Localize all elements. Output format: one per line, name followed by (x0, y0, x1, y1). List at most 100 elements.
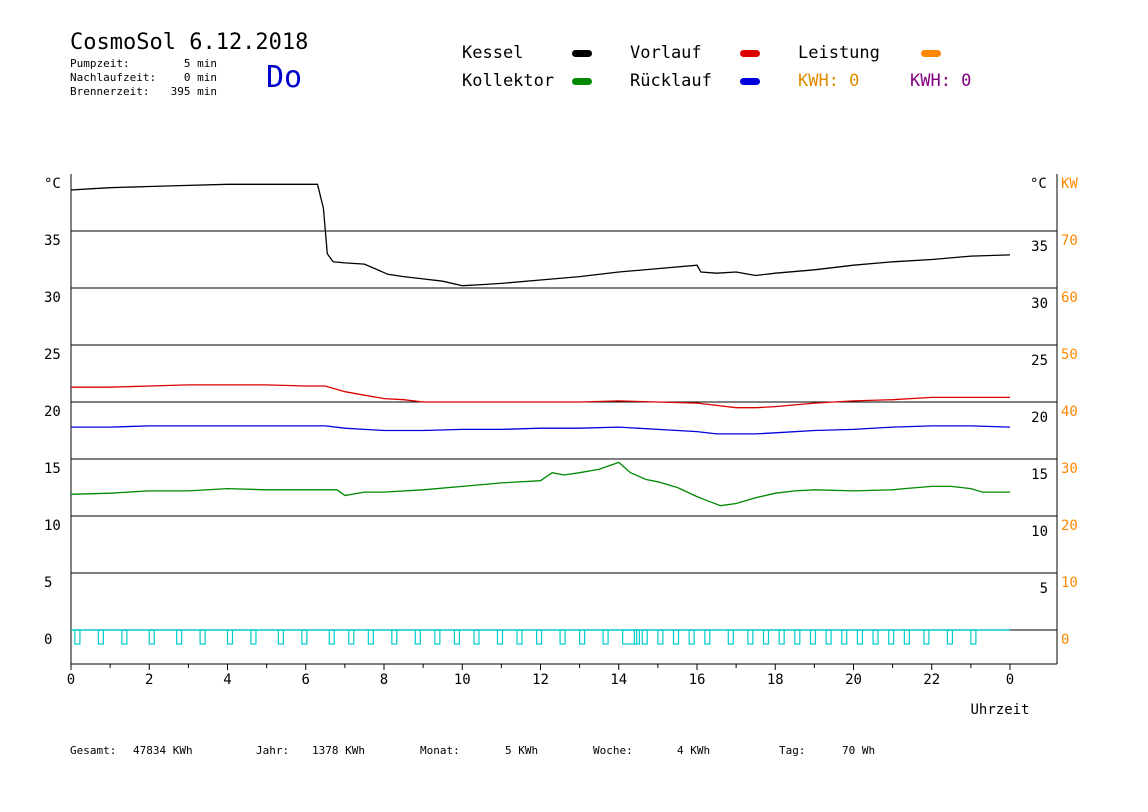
y-unit-kw: KW (1061, 176, 1078, 192)
y-tick-label-left: 15 (44, 461, 61, 477)
y-tick-label-left: 25 (44, 347, 61, 363)
y-tick-label-right: 10 (1031, 524, 1048, 540)
pump-pulse (328, 629, 335, 645)
pump-pulse (672, 629, 680, 645)
legend-swatch-kollektor (572, 78, 592, 85)
pump-pulse (176, 629, 183, 645)
pump-pulse (97, 629, 104, 645)
y-tick-label-kw: 70 (1061, 233, 1078, 249)
legend-label-vorlauf: Vorlauf (630, 43, 702, 63)
y-tick-label-left: 5 (44, 575, 52, 591)
legend-label-ruecklauf: Rücklauf (630, 71, 712, 91)
pump-pulse (872, 629, 879, 645)
y-tick-label-kw: 30 (1061, 461, 1078, 477)
pump-pulse (794, 629, 801, 645)
page-title: CosmoSol 6.12.2018 (70, 30, 309, 55)
legend-label-leistung: Leistung (798, 43, 880, 63)
pump-pulse (778, 629, 785, 645)
pump-pulse (391, 629, 398, 645)
pump-pulse (226, 629, 234, 645)
month-label: Monat: (420, 744, 460, 757)
x-tick-label: 14 (610, 672, 627, 688)
series-line-kollektor (70, 461, 1010, 507)
pump-pulse (74, 629, 81, 645)
legend-swatch-kessel (572, 50, 592, 57)
x-tick-label: 6 (302, 672, 310, 688)
y-tick-label-right: 25 (1031, 353, 1048, 369)
pump-pulse (747, 629, 754, 645)
afterrun-time-label: Nachlaufzeit: (70, 71, 157, 84)
series-line-kessel (70, 183, 1011, 287)
y-tick-label-left: 35 (44, 233, 61, 249)
pump-pulse (148, 629, 155, 645)
pump-pulse (348, 629, 355, 645)
pump-time-label: Pumpzeit: (70, 57, 130, 70)
y-unit-left: °C (44, 176, 61, 192)
series-line-rücklauf (71, 425, 1011, 435)
x-tick-label: 4 (223, 672, 231, 688)
y-tick-label-left: 30 (44, 290, 61, 306)
week-value: 4 KWh (677, 744, 711, 757)
pump-pulse (633, 629, 641, 645)
y-tick-label-kw: 0 (1061, 632, 1069, 648)
y-tick-label-left: 0 (44, 632, 52, 648)
pump-pulse (535, 629, 543, 645)
total-value: 47834 KWh (133, 744, 193, 757)
pump-pulse (199, 629, 206, 645)
pump-pulse (516, 629, 523, 645)
x-tick-label: 20 (845, 672, 862, 688)
pump-pulse (473, 629, 480, 645)
y-tick-label-left: 20 (44, 404, 61, 420)
pump-pulse (727, 629, 734, 645)
x-tick-label: 0 (1006, 672, 1014, 688)
pump-pulse (809, 629, 817, 645)
pump-pulse (841, 629, 848, 645)
y-tick-label-left: 10 (44, 518, 61, 534)
day-total-label: Tag: (779, 744, 806, 757)
year-value: 1378 KWh (312, 744, 365, 757)
burner-time-value: 395 min (170, 85, 217, 98)
pump-pulse (946, 629, 954, 645)
pump-pulse (657, 629, 664, 645)
y-tick-label-right: 20 (1031, 410, 1048, 426)
pump-pulse (856, 629, 864, 645)
day-total-value: 70 Wh (842, 744, 876, 757)
pump-pulse (704, 629, 711, 645)
pump-pulse (496, 629, 504, 645)
burner-time-label: Brennerzeit: (70, 85, 150, 98)
weekday-label: Do (266, 60, 303, 95)
pump-pulse (277, 629, 284, 645)
pump-pulse (762, 629, 770, 645)
pump-pulse (970, 629, 977, 645)
x-tick-label: 8 (380, 672, 388, 688)
x-axis-title: Uhrzeit (970, 702, 1029, 718)
pump-pulse (121, 629, 128, 645)
pump-pulse (434, 629, 441, 645)
pump-pulse (301, 629, 308, 645)
kwh-secondary-value: KWH: 0 (910, 71, 972, 91)
y-tick-label-right: 30 (1031, 296, 1048, 312)
y-tick-label-kw: 50 (1061, 347, 1078, 363)
legend-swatch-ruecklauf (740, 78, 760, 85)
pump-pulse (559, 629, 566, 645)
pump-pulse (602, 629, 609, 645)
y-tick-label-right: 35 (1031, 239, 1048, 255)
year-label: Jahr: (256, 744, 290, 757)
month-value: 5 KWh (505, 744, 539, 757)
total-label: Gesamt: (70, 744, 117, 757)
x-tick-label: 10 (454, 672, 471, 688)
legend-swatch-vorlauf (740, 50, 760, 57)
legend-swatch-leistung (921, 50, 941, 57)
pump-pulse (641, 629, 648, 645)
x-tick-label: 22 (923, 672, 940, 688)
pump-pulse (923, 629, 930, 645)
x-tick-label: 0 (67, 672, 75, 688)
y-unit-right: °C (1030, 176, 1047, 192)
y-tick-label-kw: 60 (1061, 290, 1078, 306)
pump-pulse (367, 629, 374, 645)
pump-pulse (453, 629, 461, 645)
pump-pulse (888, 629, 895, 645)
pump-pulse (622, 629, 638, 645)
legend-label-kessel: Kessel (462, 43, 524, 63)
pump-pulse (579, 629, 586, 645)
